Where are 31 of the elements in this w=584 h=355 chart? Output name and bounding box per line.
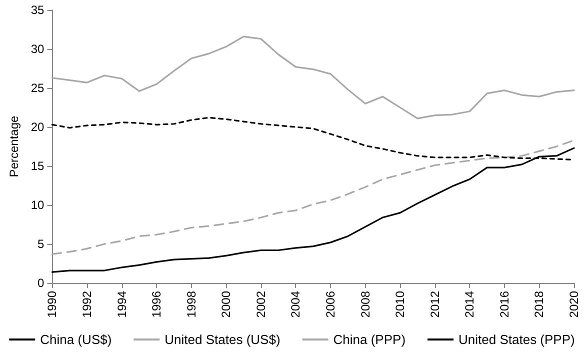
y-axis-title: Percentage: [7, 115, 21, 178]
x-tick-label: 2008: [358, 290, 372, 318]
y-tick-label: 10: [30, 198, 45, 212]
legend-label: China (US$): [40, 332, 112, 347]
y-tick-label: 0: [38, 276, 45, 290]
x-tick-label: 2006: [324, 290, 338, 318]
line-series: [51, 36, 575, 120]
x-tick-label: 1998: [184, 290, 198, 318]
x-tick-label: 2014: [462, 290, 477, 318]
y-tick-label: 30: [30, 42, 45, 56]
x-tick-label: 1990: [45, 290, 60, 318]
legend-label: United States (US$): [164, 332, 280, 347]
line-series: [51, 139, 575, 255]
x-tick-label: 2004: [288, 290, 303, 318]
y-tick-label: 35: [30, 3, 45, 17]
x-tick-label: 2002: [254, 290, 268, 318]
legend-label: United States (PPP): [458, 332, 575, 347]
y-tick-label: 5: [38, 237, 45, 251]
legend-label: China (PPP): [333, 332, 406, 347]
x-tick-label: 1996: [150, 290, 164, 318]
x-tick-label: 2000: [219, 290, 234, 318]
x-tick-label: 2018: [532, 290, 546, 318]
x-tick-label: 2012: [428, 290, 442, 318]
y-tick-label: 20: [30, 120, 45, 134]
x-tick-label: 1992: [80, 290, 94, 318]
y-tick-label: 25: [30, 81, 45, 95]
x-tick-label: 2010: [393, 290, 408, 318]
x-tick-label: 1994: [114, 290, 129, 318]
x-tick-label: 2016: [497, 290, 512, 318]
x-tick-label: 2020: [567, 290, 581, 318]
y-tick-label: 15: [30, 159, 45, 173]
